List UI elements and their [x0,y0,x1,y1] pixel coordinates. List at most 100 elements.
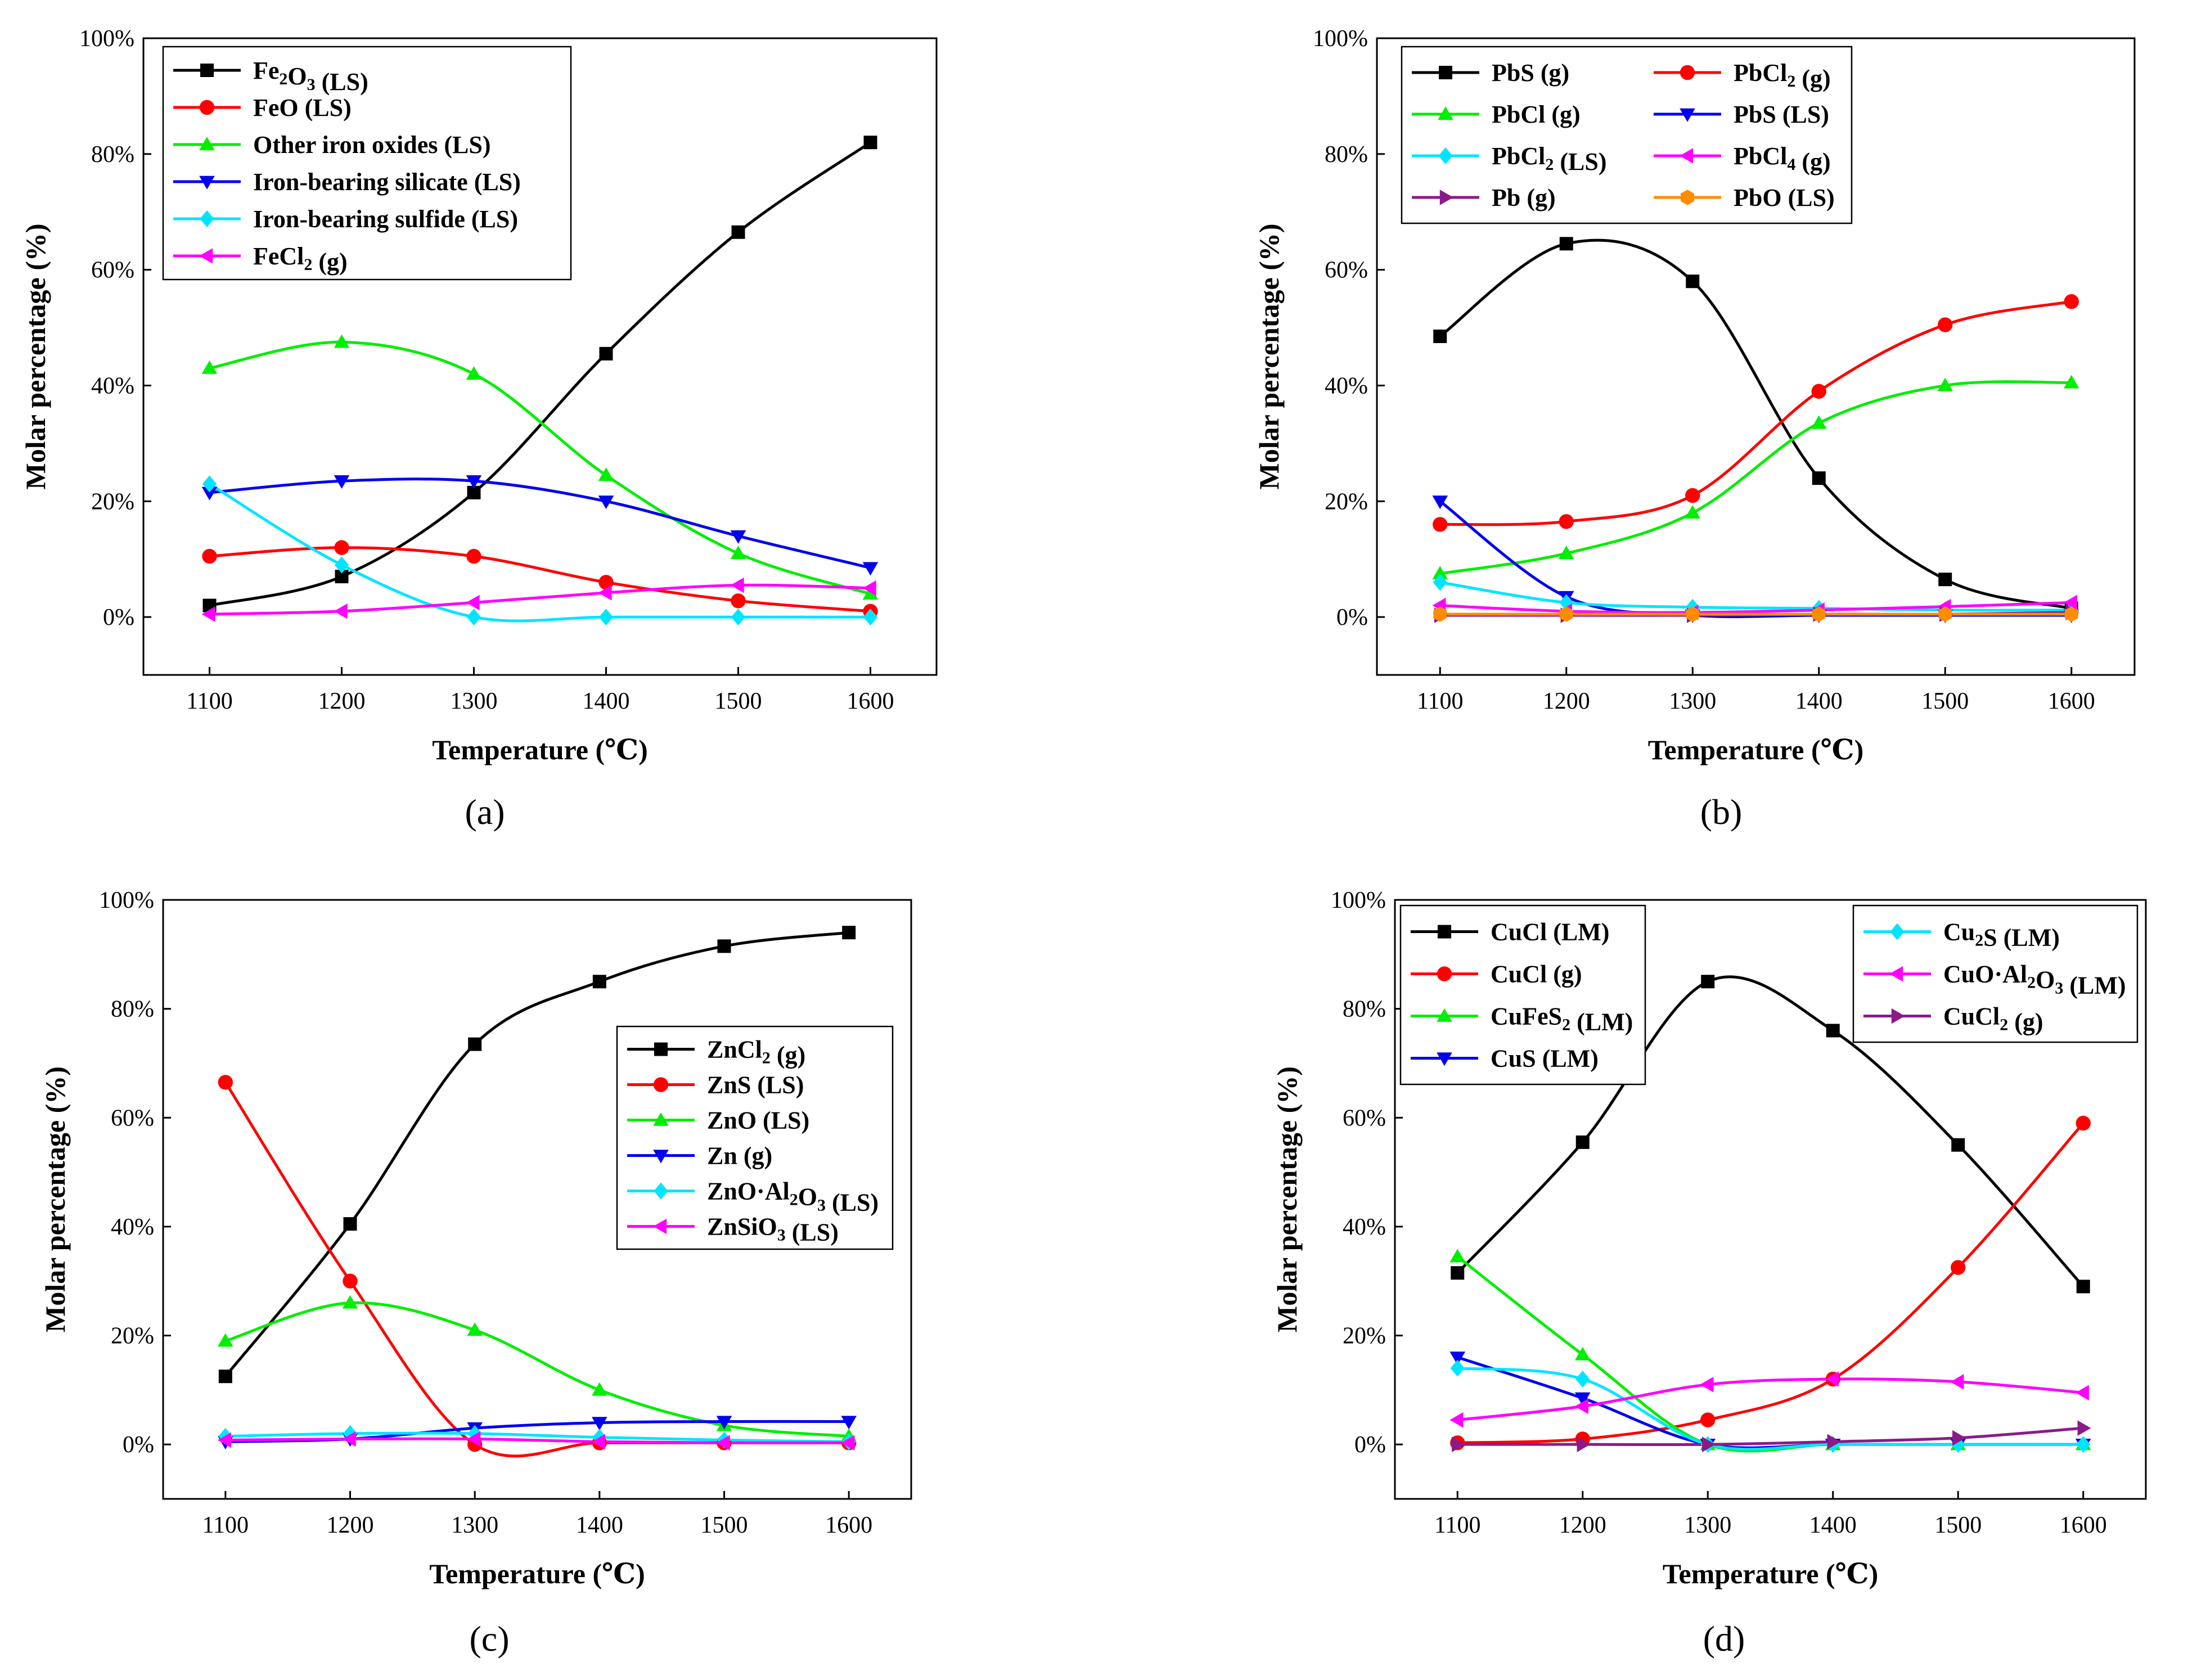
data-point [841,1435,855,1451]
data-point [2075,1385,2089,1401]
data-point [334,540,349,555]
data-point [1702,1436,1716,1452]
y-tick-label: 100% [1331,888,1386,913]
data-point [730,530,746,544]
legend-marker [1437,1008,1452,1022]
series-line-3 [1457,1355,2083,1449]
y-tick-label: 60% [111,1105,154,1131]
x-tick-label: 1300 [451,1512,498,1538]
legend-marker [1438,147,1453,164]
data-point [730,577,744,593]
data-point [1812,606,1826,622]
x-tick-label: 1500 [701,1512,748,1538]
y-tick-label: 20% [1343,1323,1386,1349]
legend-marker [199,137,215,151]
data-point [1558,546,1574,560]
data-point [1559,237,1573,251]
legend-marker [654,1042,668,1056]
y-tick-label: 80% [111,997,154,1023]
x-tick-label: 1200 [1543,688,1590,714]
x-tick-label: 1400 [583,688,630,714]
data-point [592,1434,606,1450]
x-tick-label: 1500 [1921,688,1969,714]
data-point [731,593,746,609]
data-point [1826,1024,1840,1038]
legend-label: PbCl (g) [1492,101,1581,128]
series-line-2 [225,1301,849,1438]
data-point [218,1075,233,1090]
legend-box [616,1025,894,1250]
data-point [842,926,856,940]
data-point [863,609,878,626]
x-tick-label: 1300 [451,688,498,714]
x-tick-label: 1600 [825,1512,872,1538]
data-point [1685,505,1701,519]
chart-panel-a: 0% 20% 40% 60% 80% 100% 1100 1200 1300 1400 1500 16… [20,26,938,832]
y-tick-label: 20% [1325,489,1368,515]
data-point [201,360,218,374]
legend-marker [199,175,215,190]
data-point [1450,1359,1465,1377]
y-tick-label: 80% [1325,142,1368,168]
x-tick-label: 1100 [1417,688,1463,714]
data-point [2077,1420,2091,1436]
data-point [1938,573,1952,587]
series-line-0 [1456,975,2085,1288]
legend: Fe2O3 (LS)FeO (LS) Other iron oxides (LS)… [162,46,572,281]
legend-marker [1890,923,1905,940]
legend-marker [1680,65,1695,80]
data-point [1577,1436,1591,1452]
x-tick-label: 1200 [318,688,366,714]
y-axis-title: Molar percentage (%) [1271,1066,1303,1332]
y-tick-label: 40% [91,373,134,399]
series-line-1 [1440,300,2072,526]
y-tick-label: 20% [111,1323,154,1349]
y-tick-label: 60% [91,258,134,283]
x-tick-label: 1400 [1809,1512,1857,1538]
y-tick-label: 80% [91,142,134,168]
x-tick-label: 1100 [1434,1512,1480,1538]
data-point [598,609,614,626]
legend-label: ZnO·Al2O3 (LS) [707,1178,879,1217]
data-point [2064,606,2078,622]
data-point [1938,317,1953,332]
data-point [1449,1412,1464,1428]
data-point [2064,294,2079,309]
x-axis-title: Temperature (℃) [429,1558,645,1589]
data-point [1811,415,1827,429]
x-tick-label: 1200 [1559,1512,1606,1538]
legend-marker [199,248,213,264]
data-point [466,548,481,564]
data-point [598,467,614,481]
chart-panel-c: 0% 20% 40% 60% 80% 100% 1100 1200 1300 1400 1500 16… [39,888,912,1659]
legend-marker [1439,190,1453,205]
data-point [466,475,482,489]
data-point [1574,1398,1588,1415]
legend-label: Iron-bearing silicate (LS) [253,168,521,196]
y-tick-label: 80% [1343,997,1386,1023]
data-point [343,1273,358,1289]
legend-label: CuCl (LM) [1491,918,1609,946]
panel-label: (d) [1703,1619,1745,1659]
legend: PbS (g) PbCl2 (g) PbCl (g) PbS (LS) PbCl2 (L… [1401,46,1853,224]
legend-label: CuCl2 (g) [1943,1003,2043,1036]
legend-marker [654,1182,668,1200]
legend: CuCl (LM) CuCl (g) CuFeS2 (LM) CuS (LM) [1399,904,1646,1086]
data-point [599,346,613,361]
data-point [598,575,614,590]
data-point [218,1432,232,1448]
data-point [841,1416,857,1430]
data-point [1433,329,1447,343]
data-point [1950,1374,1964,1390]
data-point [218,1333,233,1347]
x-tick-label: 1300 [1669,688,1716,714]
y-tick-label: 60% [1343,1105,1386,1131]
legend: Cu2S (LM) CuO·Al2O3 (LM) CuCl2 (g) [1852,904,2139,1043]
y-tick-label: 100% [99,888,154,913]
legend-label: PbO (LS) [1734,184,1835,211]
y-tick-label: 40% [111,1214,154,1240]
y-tick-label: 100% [79,26,134,52]
legend-label: CuO·Al2O3 (LM) [1943,961,2126,999]
series-line-4 [1439,580,2072,612]
data-point [592,975,606,989]
